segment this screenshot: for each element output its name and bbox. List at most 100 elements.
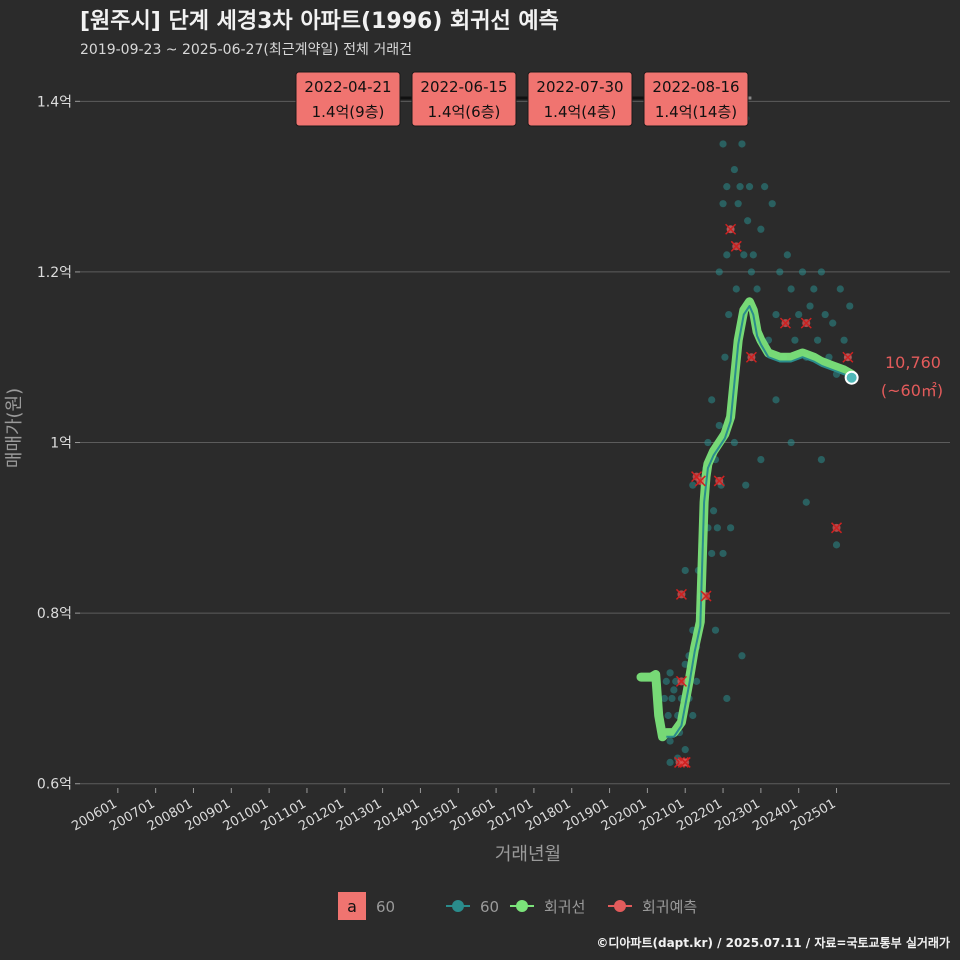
series-60-point	[832, 541, 841, 549]
legend: a 60 60 회귀선 회귀예측	[338, 892, 697, 920]
series-60-point	[749, 251, 757, 259]
forecast-point-cross	[779, 317, 791, 329]
forecast-point-cross	[675, 675, 687, 687]
series-60-point	[772, 396, 780, 404]
annotation-box	[527, 71, 633, 127]
forecast-point	[779, 317, 791, 329]
forecast-point-cross	[675, 588, 687, 600]
series-60-point	[802, 498, 810, 506]
series-60-point	[730, 165, 738, 174]
chart-subtitle: 2019-09-23 ~ 2025-06-27(최근계약일) 전체 거래건	[80, 42, 412, 58]
forecast-point-cross	[730, 240, 742, 252]
y-tick-label: 1억	[50, 436, 72, 452]
series-60-point	[787, 285, 795, 293]
footer-credit: ©디아파트(dapt.kr) / 2025.07.11 / 자료=국토교통부 실…	[596, 935, 950, 950]
legend-label: 60	[480, 898, 499, 916]
series-60-point	[719, 200, 727, 208]
series-60-point	[660, 694, 669, 703]
legend-key-box	[338, 892, 366, 920]
annotation-label: 2022-08-16 1.4억(14층)	[643, 71, 749, 127]
series-60-line	[666, 305, 853, 738]
series-60-point	[692, 677, 701, 685]
series-60-point	[795, 310, 803, 319]
end-point-marker	[844, 370, 859, 385]
series-60-point	[736, 183, 744, 191]
forecast-point	[713, 475, 725, 487]
annotation-label: 2022-06-15 1.4억(6층)	[411, 71, 517, 127]
series-60-point	[817, 268, 825, 276]
series-60-point	[670, 686, 678, 694]
annotation-date: 2022-04-21	[304, 78, 391, 96]
series-60-point	[719, 549, 727, 558]
series-60-point	[725, 310, 733, 319]
series-60-point	[730, 438, 738, 447]
x-axis-title: 거래년월	[495, 844, 561, 865]
forecast-point-cross	[842, 351, 854, 363]
series-60-point	[817, 455, 825, 464]
annotation-date: 2022-06-15	[420, 78, 507, 96]
series-60-point	[740, 251, 748, 259]
series-60-point	[723, 183, 731, 191]
series-60-point	[846, 302, 854, 310]
series-60-point	[719, 140, 727, 148]
forecast-point-cross	[694, 475, 706, 487]
annotation-label: 2022-07-30 1.4억(4층)	[527, 71, 633, 127]
forecast-point	[745, 351, 757, 363]
series-60-point	[689, 711, 697, 720]
series-60-point	[806, 302, 814, 310]
legend-label: 회귀선	[544, 898, 585, 916]
series-60-point	[666, 669, 674, 677]
annotation-date: 2022-08-16	[652, 78, 739, 96]
series-60-point	[734, 200, 742, 208]
forecast-point	[725, 223, 737, 235]
chart-title: [원주시] 단계 세경3차 아파트(1996) 회귀선 예측	[80, 9, 559, 34]
series-60-point	[666, 737, 674, 745]
forecast-layer	[674, 223, 854, 768]
legend-key-dot	[516, 900, 528, 912]
forecast-point-cross	[830, 522, 843, 534]
forecast-point	[700, 590, 712, 602]
annotation-box	[643, 71, 749, 127]
y-tick-label: 1.2억	[37, 265, 72, 281]
annotation-date: 2022-07-30	[536, 78, 623, 96]
series-60-point	[776, 268, 784, 276]
forecast-point	[694, 475, 706, 487]
series-60-point	[772, 310, 780, 319]
series-60-point	[672, 677, 680, 685]
annotation-box	[411, 71, 517, 127]
lines-layer	[636, 297, 857, 742]
legend-label-60-text: 60	[376, 898, 395, 916]
legend-label: 회귀예측	[642, 898, 697, 916]
series-60-point	[708, 396, 716, 404]
series-60-point	[713, 524, 721, 532]
series-60-point	[738, 652, 746, 660]
regression-line	[636, 297, 857, 742]
forecast-point-cross	[745, 351, 757, 363]
series-60-point	[810, 285, 818, 293]
forecast-point	[679, 756, 691, 768]
forecast-point	[730, 240, 742, 252]
series-60-point	[715, 268, 723, 276]
end-label-value: 10,760	[885, 353, 941, 372]
series-60-point	[727, 524, 735, 532]
forecast-point-cross	[700, 590, 712, 602]
series-60-point	[783, 251, 791, 259]
legend-item-forecast: 회귀예측	[608, 898, 697, 916]
series-60-point	[709, 507, 718, 515]
series-60-point	[814, 336, 822, 344]
y-tick-label: 0.6억	[37, 777, 72, 793]
legend-item-regression: 회귀선	[510, 898, 585, 916]
series-60-point	[704, 438, 712, 447]
forecast-point-cross	[679, 756, 691, 768]
series-60-point	[821, 310, 829, 319]
series-60-point	[723, 251, 731, 259]
forecast-point	[830, 522, 843, 534]
series-60-point	[768, 200, 776, 208]
annotation-value: 1.4억(9층)	[312, 103, 385, 121]
series-60-point	[744, 217, 752, 225]
legend-key-dot	[452, 900, 464, 912]
legend-key-letter: a	[347, 897, 357, 916]
series-60-point	[742, 481, 750, 489]
